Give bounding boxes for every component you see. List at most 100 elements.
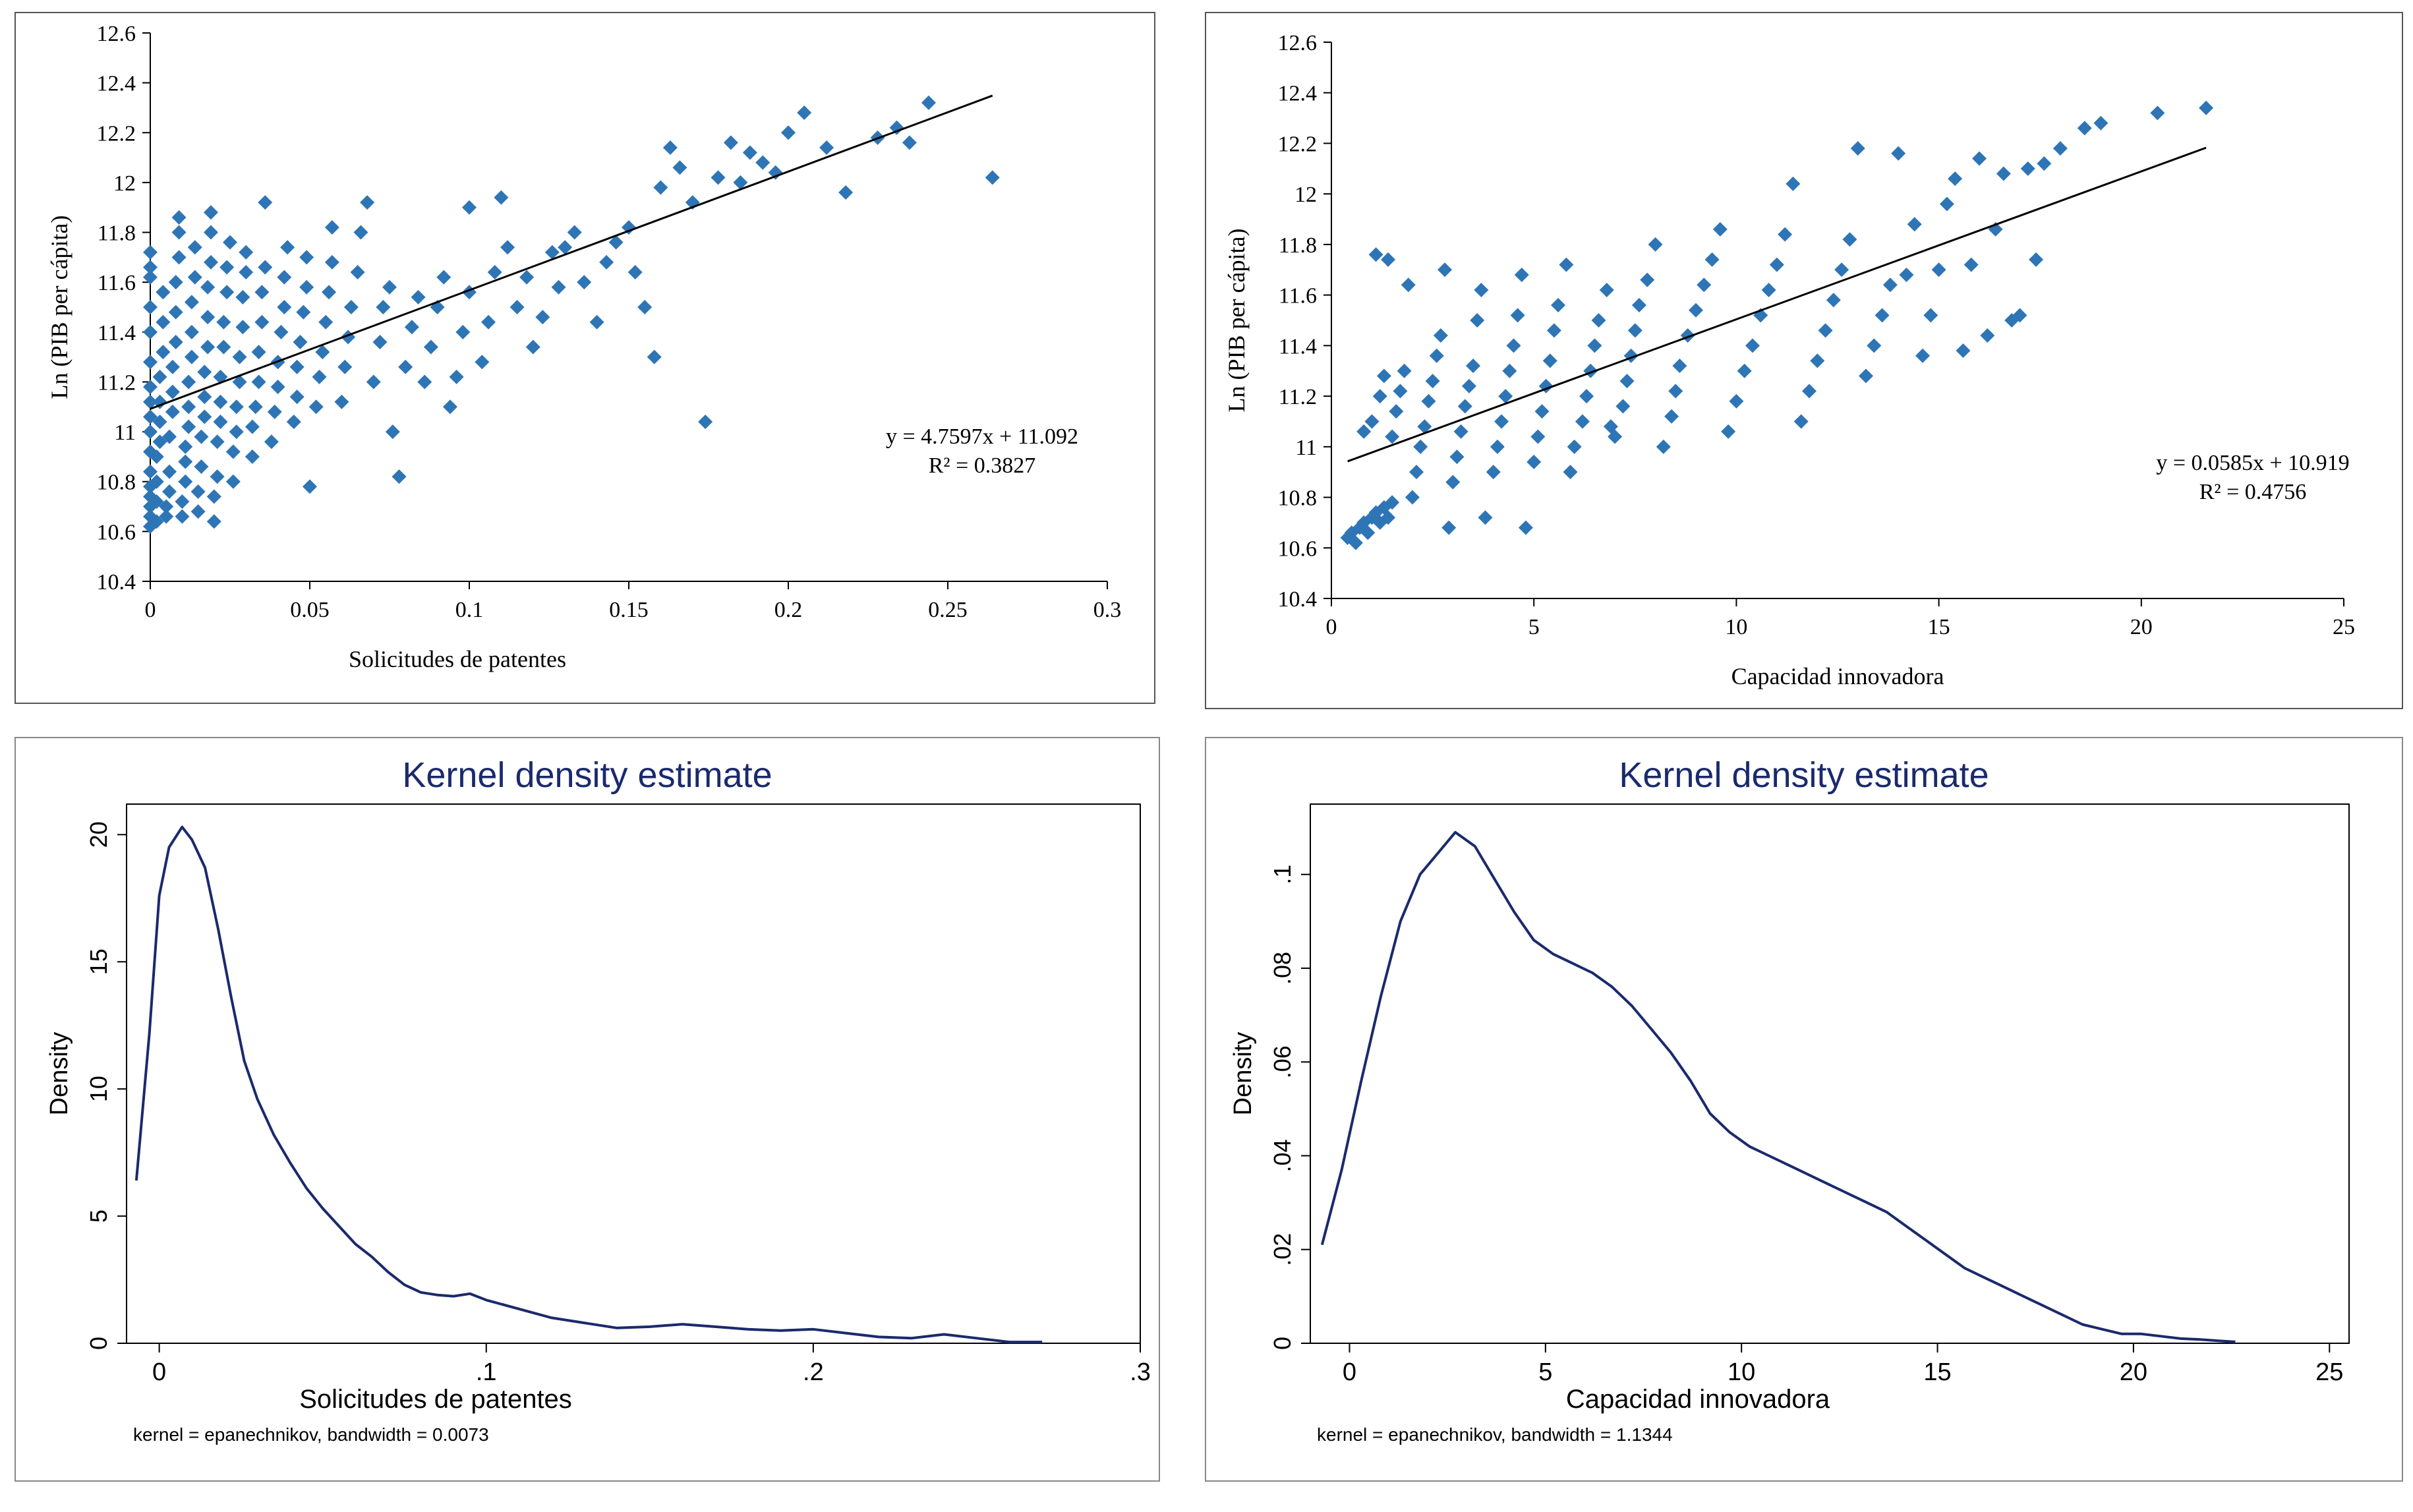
data-point <box>1939 196 1954 212</box>
data-point <box>1591 313 1606 328</box>
x-axis-label: Solicitudes de patentes <box>349 646 566 672</box>
data-point <box>187 270 202 285</box>
y-axis-label: Ln (PIB per cápita) <box>1223 229 1250 413</box>
data-point <box>299 250 314 265</box>
data-point <box>258 195 273 210</box>
data-point <box>229 424 244 440</box>
data-point <box>1413 439 1428 454</box>
data-point <box>622 219 636 235</box>
y-tick-label: 12 <box>113 171 136 196</box>
data-point <box>267 404 282 419</box>
data-point <box>200 279 216 295</box>
data-point <box>494 190 509 205</box>
data-point <box>235 320 250 335</box>
kde-chart-patentes: Kernel density estimate 0 5 10 15 20 0 .1 .2 .3 So… <box>15 737 1160 1482</box>
y-tick-label: 0 <box>85 1337 112 1350</box>
data-point <box>2199 100 2214 115</box>
data-point <box>225 444 241 459</box>
data-point <box>404 320 419 335</box>
data-point <box>1534 404 1550 419</box>
data-point <box>797 105 812 121</box>
chart-frame <box>1205 737 2403 1482</box>
data-point <box>509 300 525 314</box>
x-tick-label: 0.3 <box>1093 598 1122 622</box>
data-point <box>1376 500 1391 515</box>
x-tick-label: .1 <box>476 1358 497 1386</box>
data-point <box>1867 338 1882 353</box>
data-point <box>525 339 540 355</box>
data-point <box>143 245 158 260</box>
data-point <box>1445 475 1461 490</box>
density-curve <box>1320 830 2236 1343</box>
data-point <box>1801 384 1817 399</box>
data-point <box>1389 404 1404 419</box>
x-tick-label: 0 <box>1343 1358 1356 1386</box>
data-point <box>190 504 206 519</box>
scatter-panel-patentes: 10.4 10.6 10.8 11 11.2 11.4 11.6 11.8 12 12.2 12.4… <box>15 12 1155 704</box>
y-tick-label: 12 <box>1294 183 1317 207</box>
data-point <box>1810 353 1825 368</box>
data-point <box>184 349 199 364</box>
data-point <box>1931 262 1946 277</box>
data-point <box>171 250 187 265</box>
data-point <box>156 314 171 330</box>
data-point <box>210 469 225 484</box>
data-point <box>1656 439 1671 454</box>
data-point <box>1409 465 1424 480</box>
data-point <box>360 195 375 210</box>
data-point <box>200 339 216 355</box>
data-point <box>156 285 171 300</box>
data-point <box>152 394 167 409</box>
data-point <box>143 270 158 285</box>
x-tick-label: .3 <box>1130 1358 1151 1386</box>
data-point <box>318 314 334 330</box>
data-point <box>417 374 432 390</box>
data-point <box>755 155 770 170</box>
chart-frame <box>15 737 1160 1482</box>
data-point <box>184 324 199 339</box>
data-point <box>203 205 218 220</box>
data-point <box>1417 419 1432 434</box>
data-point <box>162 464 177 479</box>
data-point <box>1360 525 1376 540</box>
data-point <box>248 399 263 415</box>
x-tick-label: 0 <box>145 598 156 622</box>
y-tick-label: 10 <box>85 1076 112 1102</box>
data-point <box>159 509 174 524</box>
data-point <box>698 414 713 429</box>
y-tick-label: 11.8 <box>98 221 136 246</box>
data-point <box>392 469 407 484</box>
data-point <box>149 494 164 509</box>
y-tick-label: 0 <box>1269 1337 1296 1350</box>
x-tick-label: 0 <box>1326 615 1337 639</box>
data-point <box>143 324 158 339</box>
data-point <box>165 384 180 399</box>
data-point <box>2037 156 2052 171</box>
data-point <box>343 300 359 314</box>
x-axis-label: Capacidad innovadora <box>1731 663 1944 689</box>
data-point <box>296 305 311 320</box>
data-point <box>1688 303 1703 318</box>
data-point <box>289 359 305 374</box>
data-point <box>455 324 471 339</box>
density-curve <box>134 825 1043 1344</box>
data-point <box>1385 495 1400 510</box>
scatter-chart-capacidad: 10.4 10.6 10.8 11 11.2 11.4 11.6 11.8 12 12.2 12.4… <box>1205 12 2403 709</box>
data-point <box>168 275 183 290</box>
data-point <box>1425 374 1440 389</box>
x-axis-label: Capacidad innovadora <box>1566 1385 1830 1414</box>
data-point <box>1826 293 1841 308</box>
data-point <box>1356 424 1372 439</box>
data-point <box>481 314 496 330</box>
data-point <box>449 369 464 384</box>
x-tick-label: 10 <box>1728 1358 1755 1386</box>
y-tick-label: 11 <box>1295 436 1317 460</box>
data-point <box>143 380 158 395</box>
x-tick-label: 20 <box>2120 1358 2147 1386</box>
data-point <box>178 439 193 454</box>
data-point <box>1405 490 1420 505</box>
data-point <box>376 300 391 314</box>
y-tick-label: 10.6 <box>97 520 136 544</box>
x-tick-label: 0 <box>152 1358 166 1386</box>
data-point <box>350 265 365 280</box>
